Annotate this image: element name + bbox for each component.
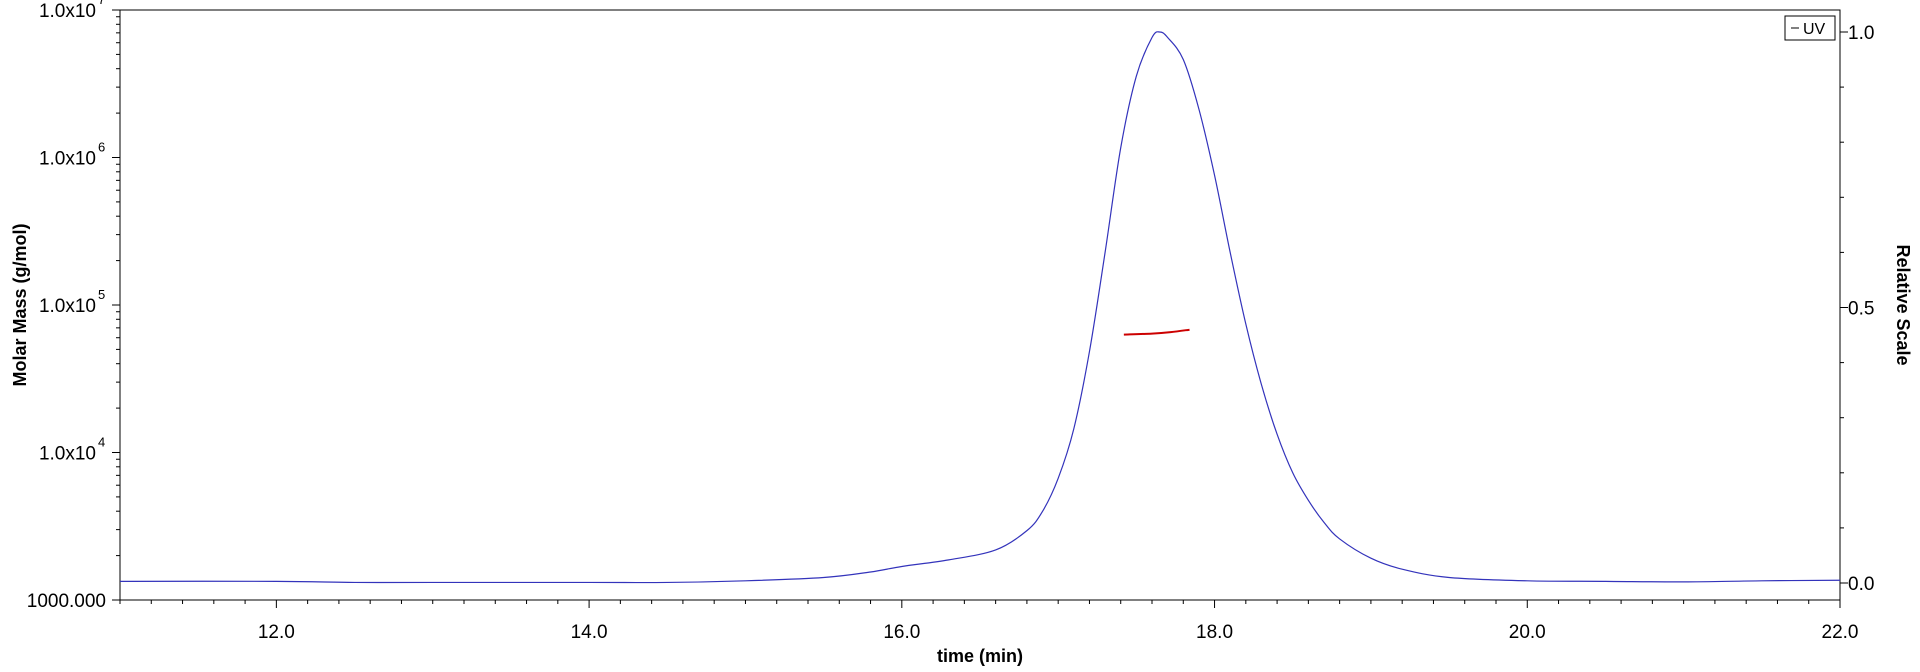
- y-tick-exponent: 7: [98, 0, 105, 7]
- x-tick-label: 16.0: [883, 622, 920, 643]
- y2-tick-label: 0.5: [1848, 299, 1874, 320]
- y-tick-exponent: 5: [98, 287, 105, 302]
- molar-mass-trace: [1123, 328, 1190, 336]
- plot-area-frame: [119, 9, 1841, 601]
- y-axis-title: Molar Mass (g/mol): [10, 223, 30, 386]
- x-tick-label: 14.0: [571, 622, 608, 643]
- axis-ticks: [112, 9, 1848, 608]
- x-tick-label: 22.0: [1822, 622, 1859, 643]
- x-tick-label: 20.0: [1509, 622, 1546, 643]
- y2-tick-label: 0.0: [1848, 574, 1874, 595]
- y-tick-label: 1.0x10: [39, 444, 96, 465]
- legend: UV: [1784, 15, 1836, 41]
- uv-trace: [119, 31, 1841, 584]
- x-axis-title: time (min): [937, 646, 1023, 666]
- y-tick-exponent: 6: [98, 140, 105, 155]
- y-tick-label: 1.0x10: [39, 1, 96, 22]
- y-tick-label: 1.0x10: [39, 149, 96, 170]
- y2-tick-label: 1.0: [1848, 23, 1874, 44]
- tick-labels: 12.0 14.0 16.0 18.0 20.0 22.01000.0001.0x1041…: [27, 0, 1875, 643]
- y-tick-exponent: 4: [98, 435, 105, 450]
- data-curves: [119, 31, 1841, 584]
- x-tick-label: 18.0: [1196, 622, 1233, 643]
- y-tick-label: 1.0x10: [39, 296, 96, 317]
- y2-axis-title: Relative Scale: [1893, 244, 1913, 365]
- legend-label-uv: UV: [1803, 21, 1826, 38]
- y-tick-label: 1000.000: [27, 591, 106, 612]
- x-tick-label: 12.0: [258, 622, 295, 643]
